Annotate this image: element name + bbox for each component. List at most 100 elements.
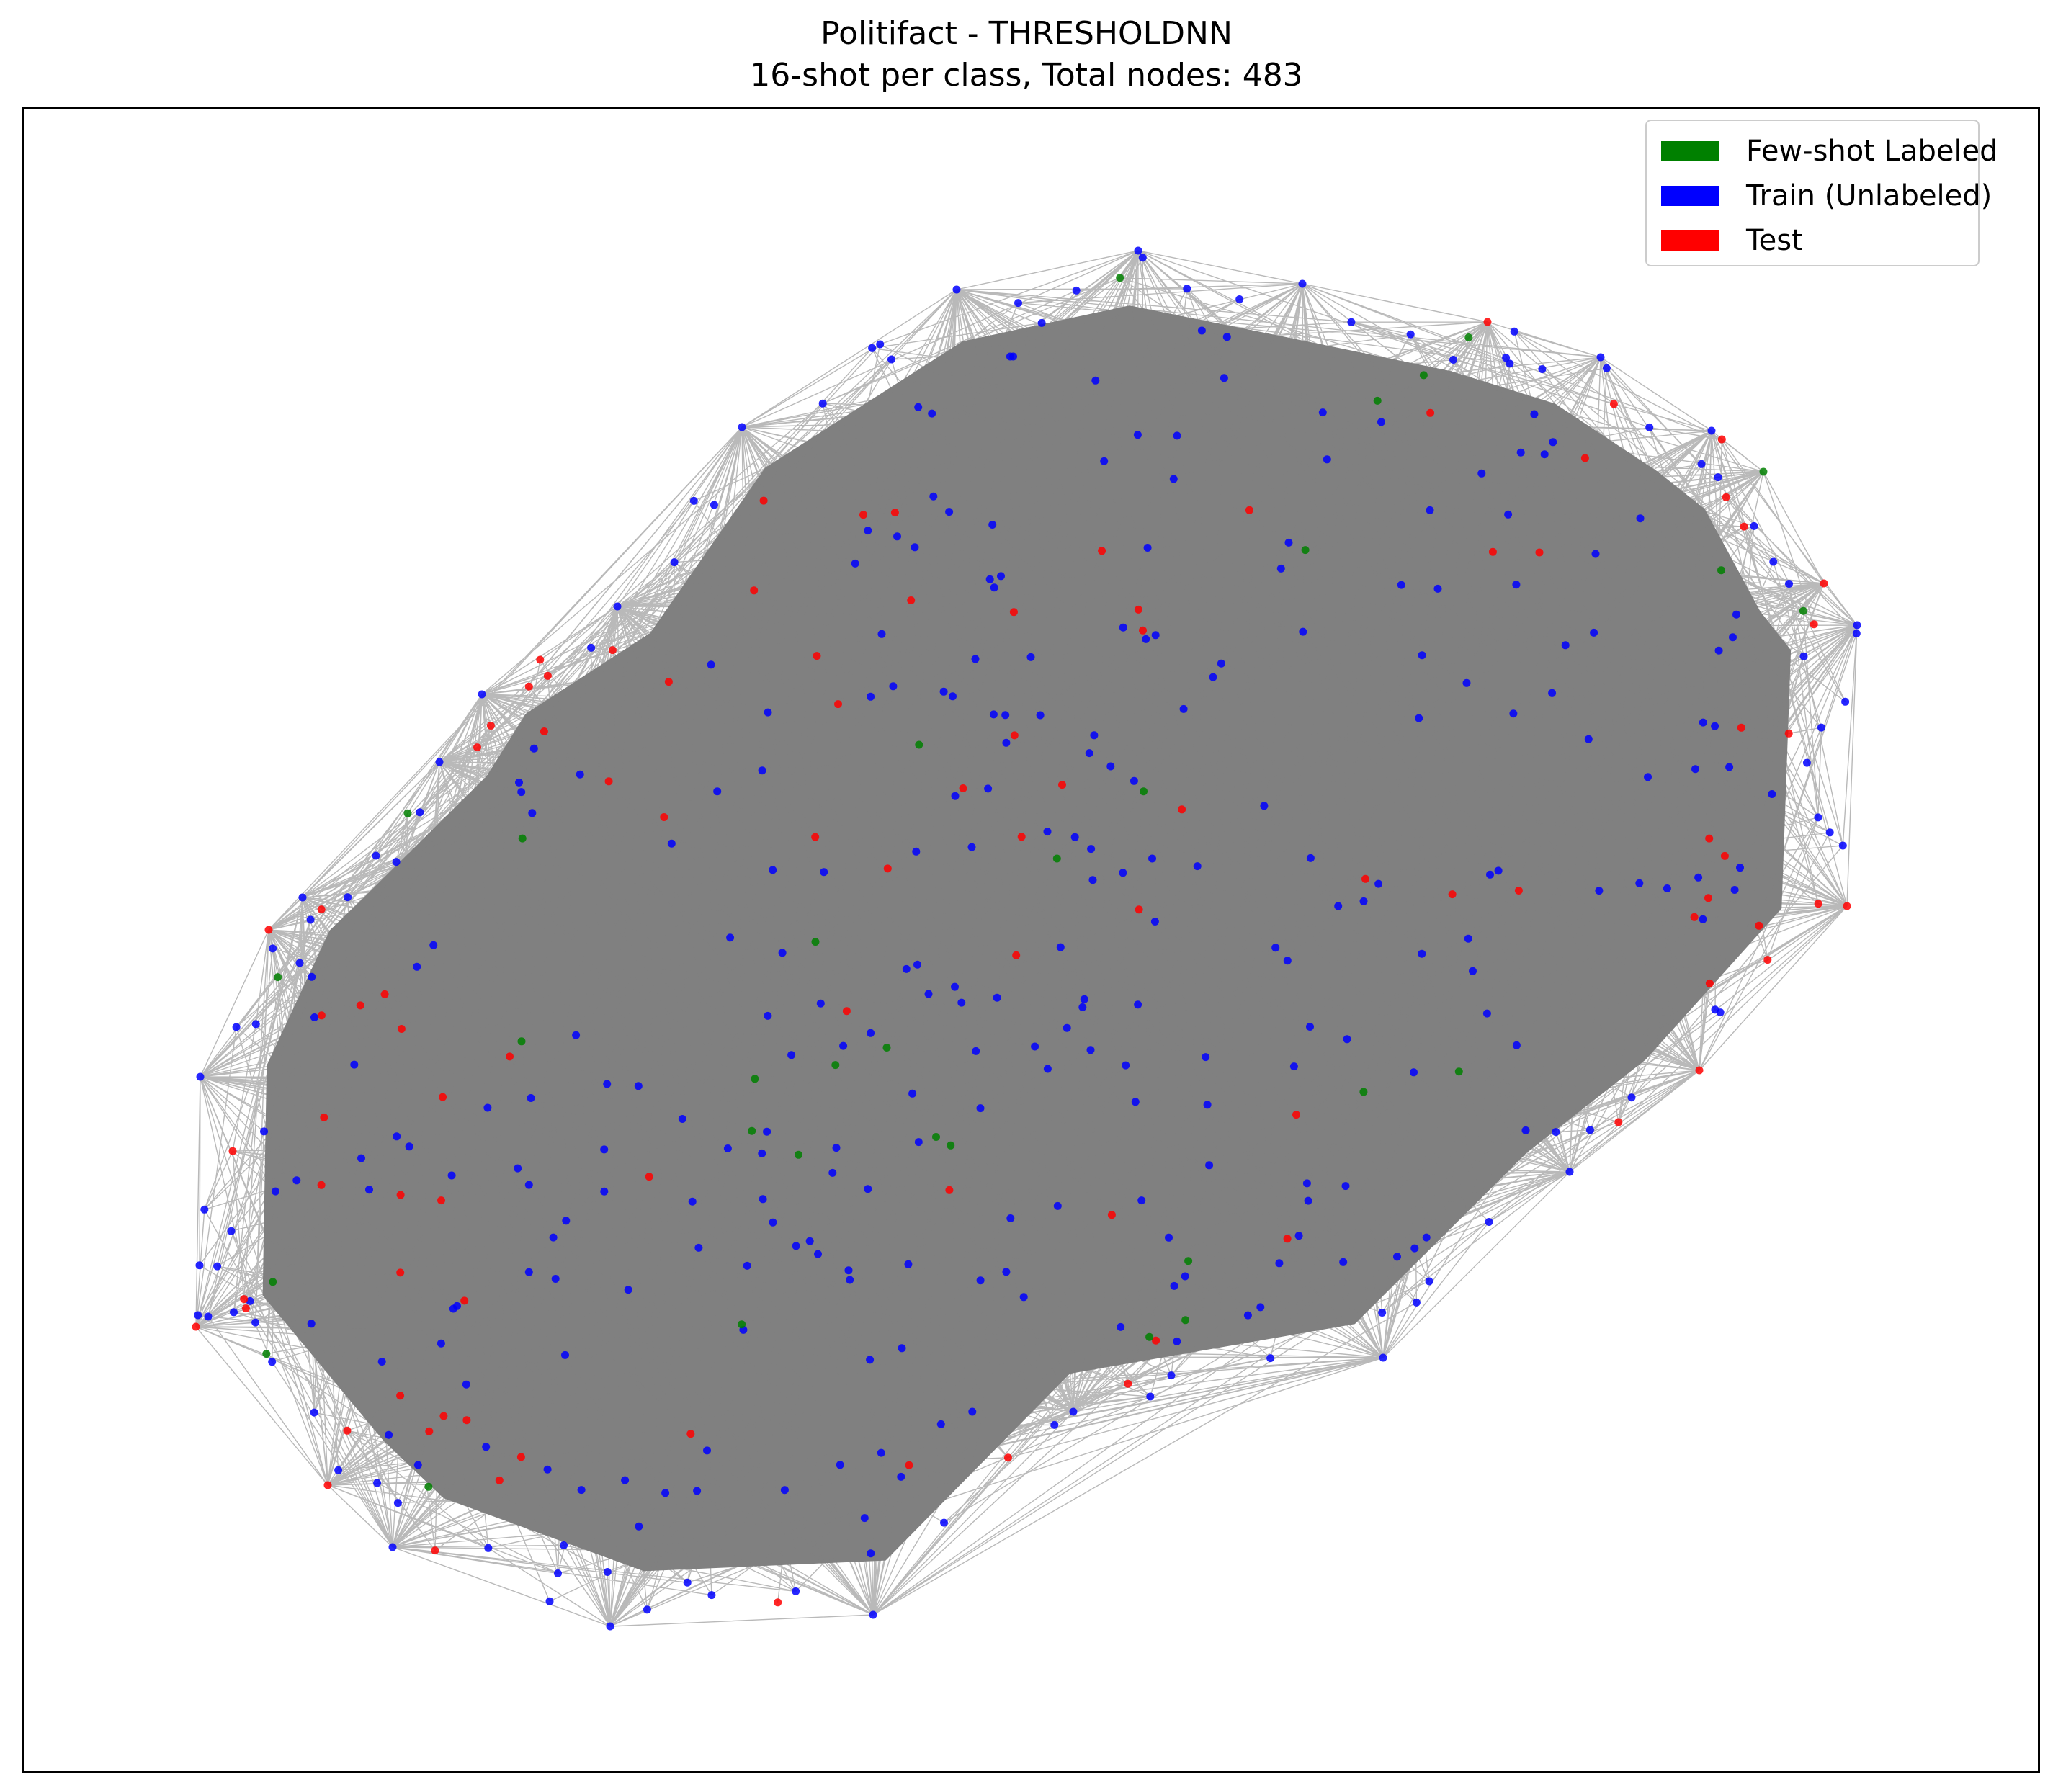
- node-train: [1323, 455, 1331, 464]
- node-train: [393, 1132, 401, 1141]
- node-train: [524, 1268, 533, 1276]
- node-test: [317, 1011, 326, 1020]
- node-train: [1852, 630, 1861, 637]
- node-test: [604, 777, 613, 786]
- node-train: [1512, 581, 1521, 589]
- node-train: [1418, 651, 1426, 660]
- node-train: [846, 1276, 854, 1284]
- node-train: [997, 572, 1005, 581]
- node-train: [1197, 326, 1206, 335]
- node-train: [1512, 1041, 1521, 1049]
- node-train: [549, 1233, 558, 1242]
- node-train: [1379, 1353, 1387, 1362]
- node-train: [957, 998, 966, 1007]
- node-test: [1695, 1066, 1704, 1075]
- node-train: [1006, 352, 1014, 361]
- node-train: [1173, 1337, 1181, 1345]
- node-train: [908, 1089, 917, 1098]
- node-test: [686, 1430, 695, 1438]
- node-train: [1019, 1293, 1028, 1302]
- node-train: [1415, 714, 1423, 722]
- node-train: [1014, 299, 1022, 308]
- node-train: [1334, 902, 1343, 910]
- title-line-1: Politifact - THRESHOLDNN: [820, 15, 1233, 52]
- node-train: [1100, 457, 1109, 465]
- node-train: [967, 843, 976, 851]
- node-train: [928, 409, 936, 418]
- node-train: [634, 1082, 643, 1090]
- node-train: [912, 847, 921, 856]
- node-test: [811, 833, 820, 841]
- node-train: [1284, 538, 1293, 547]
- node-train: [816, 999, 825, 1008]
- node-train: [1167, 1371, 1176, 1380]
- node-test: [1245, 506, 1253, 514]
- node-test: [1098, 547, 1106, 555]
- node-test: [1135, 905, 1143, 914]
- node-test: [1722, 493, 1730, 501]
- node-train: [688, 1197, 697, 1206]
- node-train: [603, 1080, 612, 1088]
- node-test: [834, 700, 842, 709]
- node-train: [971, 655, 980, 663]
- title-line-2: 16-shot per class, Total nodes: 483: [750, 57, 1303, 94]
- node-train: [1031, 1042, 1039, 1051]
- node-train: [820, 868, 828, 877]
- node-train: [1347, 318, 1356, 326]
- node-train: [898, 1344, 906, 1353]
- node-fewshot: [1145, 1332, 1154, 1341]
- node-fewshot: [274, 973, 282, 982]
- node-train: [1378, 1309, 1387, 1317]
- node-train: [1425, 1277, 1433, 1286]
- node-test: [774, 1598, 782, 1607]
- node-fewshot: [518, 834, 527, 843]
- node-fewshot: [1116, 274, 1124, 282]
- node-train: [1220, 374, 1228, 382]
- node-train: [1506, 359, 1514, 368]
- node-train: [1802, 758, 1811, 767]
- node-train: [1306, 854, 1315, 862]
- node-train: [1663, 884, 1671, 892]
- node-train: [1134, 1000, 1142, 1009]
- node-train: [1817, 723, 1825, 732]
- node-train: [196, 1072, 205, 1081]
- node-train: [1036, 711, 1045, 720]
- node-test: [228, 1147, 237, 1155]
- node-train: [1548, 689, 1557, 697]
- node-test: [396, 1191, 405, 1199]
- node-train: [1504, 510, 1513, 519]
- node-train: [818, 399, 827, 408]
- node-test: [437, 1196, 445, 1205]
- node-train: [1133, 431, 1142, 439]
- node-train: [1203, 1101, 1212, 1109]
- node-train: [828, 1168, 837, 1177]
- node-train: [897, 1472, 905, 1481]
- node-train: [778, 949, 787, 957]
- node-fewshot: [1359, 1088, 1368, 1096]
- node-fewshot: [748, 1126, 756, 1135]
- node-test: [842, 1007, 851, 1016]
- node-test: [1717, 435, 1726, 444]
- node-train: [1085, 749, 1093, 758]
- node-train: [1406, 330, 1415, 339]
- node-train: [1433, 584, 1442, 593]
- node-train: [869, 1610, 877, 1619]
- node-train: [1627, 1093, 1636, 1102]
- node-test: [1488, 547, 1497, 556]
- node-train: [1838, 841, 1847, 850]
- node-train: [914, 403, 923, 411]
- node-train: [792, 1242, 800, 1250]
- node-train: [951, 982, 959, 991]
- node-test: [439, 1093, 447, 1101]
- node-test: [1448, 890, 1457, 899]
- node-train: [1235, 295, 1244, 303]
- node-train: [1078, 1003, 1087, 1011]
- node-train: [1596, 353, 1605, 362]
- node-test: [664, 678, 673, 686]
- node-train: [1043, 828, 1052, 836]
- node-train: [868, 344, 877, 352]
- node-test: [1784, 729, 1793, 738]
- node-train: [787, 1051, 796, 1059]
- node-train: [758, 766, 766, 775]
- node-train: [1530, 410, 1539, 418]
